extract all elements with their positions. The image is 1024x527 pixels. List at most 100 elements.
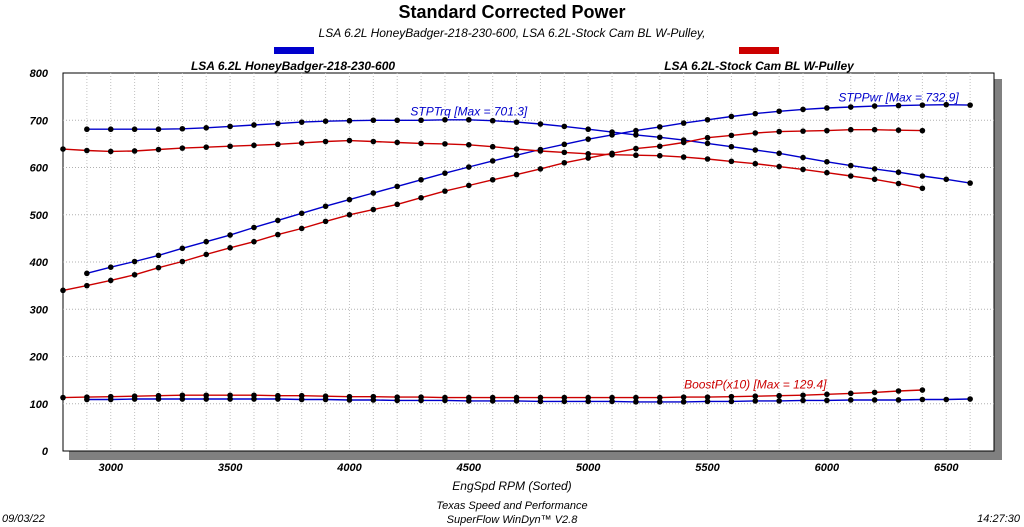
- x-tick-label: 5500: [695, 462, 720, 474]
- series-point-3: [728, 158, 735, 165]
- annotations: STPTrq [Max = 701.3] STPPwr [Max = 732.9]…: [410, 90, 959, 391]
- series-point-3: [346, 137, 353, 144]
- series-point-3: [800, 166, 806, 173]
- series-point-4: [370, 206, 377, 213]
- series-point-0: [298, 119, 305, 125]
- series-point-1: [943, 101, 950, 108]
- series-point-3: [322, 138, 329, 145]
- series-point-5: [322, 393, 329, 399]
- series-point-0: [704, 140, 711, 147]
- series-point-5: [537, 394, 544, 401]
- series-point-2: [752, 398, 759, 404]
- series-point-2: [895, 397, 902, 403]
- chart-title: Standard Corrected Power: [398, 2, 625, 22]
- series-point-4: [513, 171, 520, 178]
- series-point-5: [704, 394, 711, 400]
- series-point-3: [824, 169, 830, 176]
- series-point-1: [179, 245, 186, 252]
- series-point-3: [561, 149, 568, 156]
- series-point-4: [561, 159, 568, 166]
- series-point-4: [800, 128, 806, 134]
- footer-time: 14:27:30: [977, 513, 1021, 525]
- series-point-5: [728, 393, 735, 400]
- annotation-label: BoostP(x10) [Max = 129.4]: [684, 378, 827, 392]
- series-point-0: [895, 169, 902, 176]
- grid-lines: [63, 73, 994, 451]
- series-point-3: [60, 146, 66, 152]
- series-point-3: [442, 141, 448, 147]
- series-point-4: [847, 126, 854, 133]
- series-point-1: [131, 258, 138, 265]
- series-point-0: [442, 116, 448, 123]
- y-tick-label: 400: [29, 257, 49, 269]
- series-point-5: [847, 390, 854, 397]
- series-point-3: [107, 148, 114, 155]
- series-point-5: [752, 393, 759, 399]
- series-point-4: [680, 139, 687, 146]
- series-point-3: [776, 163, 782, 170]
- footer-software: SuperFlow WinDyn™ V2.8: [447, 514, 579, 526]
- series-point-2: [871, 397, 878, 403]
- series-point-4: [155, 264, 162, 271]
- series-point-5: [131, 393, 138, 399]
- series-point-0: [227, 123, 233, 130]
- series-point-1: [585, 136, 591, 142]
- annotation-label: STPTrq [Max = 701.3]: [410, 105, 527, 119]
- series-point-5: [633, 394, 639, 401]
- series-point-1: [84, 270, 90, 277]
- series-point-3: [394, 139, 401, 146]
- series-point-5: [919, 387, 926, 393]
- series-point-1: [704, 116, 711, 123]
- series-point-1: [919, 102, 926, 108]
- series-point-1: [442, 170, 448, 176]
- series-point-5: [776, 392, 782, 399]
- series-point-0: [943, 176, 950, 183]
- series-point-5: [203, 392, 210, 399]
- series-point-3: [298, 140, 305, 146]
- series-point-1: [752, 110, 759, 117]
- series-point-0: [728, 143, 735, 150]
- y-tick-label: 500: [30, 210, 49, 222]
- y-tick-label: 800: [30, 68, 49, 80]
- series-point-3: [466, 142, 472, 148]
- series-point-0: [824, 159, 830, 165]
- series-point-1: [895, 102, 902, 109]
- series-point-4: [537, 166, 544, 172]
- series-point-1: [776, 108, 782, 115]
- series-point-0: [322, 118, 329, 124]
- series-point-5: [824, 391, 830, 398]
- series-point-3: [537, 148, 544, 154]
- series-point-3: [919, 185, 926, 192]
- series-point-0: [585, 126, 591, 133]
- x-tick-label: 4500: [456, 462, 482, 474]
- series-point-4: [346, 211, 353, 218]
- series-point-0: [537, 121, 544, 127]
- series-point-0: [107, 126, 114, 133]
- series-point-4: [609, 150, 615, 157]
- series-line-1: [86, 103, 971, 274]
- series-point-0: [394, 117, 401, 124]
- series-point-4: [298, 225, 305, 232]
- series-point-2: [728, 398, 735, 405]
- series-point-0: [203, 125, 210, 131]
- series-point-5: [609, 394, 615, 401]
- series-point-1: [847, 104, 854, 110]
- series-point-0: [370, 117, 377, 124]
- series-point-5: [60, 394, 66, 401]
- y-tick-label: 300: [30, 304, 49, 316]
- series-point-3: [275, 141, 281, 148]
- series-group: [60, 101, 973, 405]
- series-point-5: [489, 394, 496, 401]
- series-point-1: [298, 210, 305, 217]
- series-point-2: [824, 397, 830, 404]
- series-point-0: [346, 117, 353, 124]
- series-point-0: [633, 132, 639, 138]
- series-point-4: [489, 176, 496, 183]
- series-point-1: [370, 190, 377, 196]
- series-point-5: [466, 394, 472, 401]
- series-point-1: [322, 203, 329, 210]
- series-point-3: [227, 143, 233, 150]
- series-point-5: [656, 394, 663, 401]
- series-point-5: [227, 392, 233, 399]
- series-point-5: [418, 394, 424, 400]
